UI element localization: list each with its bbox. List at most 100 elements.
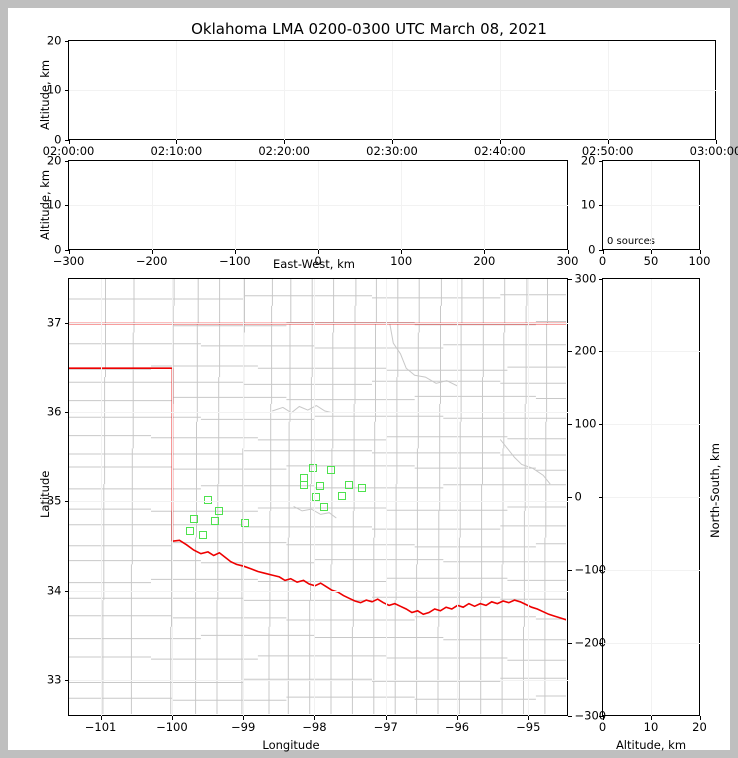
map-geometry (69, 279, 566, 714)
north-south-height-ytick (598, 642, 603, 644)
lma-source-marker (214, 507, 223, 516)
east-west-height-xtick (484, 249, 486, 254)
histogram-xticklabel: 50 (643, 253, 659, 268)
map-right-ytick (567, 278, 572, 280)
time-height-yticklabel: 20 (46, 32, 62, 47)
east-west-height-yticklabel: 0 (54, 241, 62, 256)
map-hgrid (68, 323, 568, 325)
map-right-ytick (567, 715, 572, 717)
map-xticklabel: −98 (302, 719, 327, 734)
time-height-xtick (176, 139, 178, 144)
histogram-xticklabel: 0 (598, 253, 607, 268)
east-west-height-xtick (68, 249, 70, 254)
north-south-height-hgrid (602, 424, 700, 426)
north-south-xlabel: Altitude, km (615, 738, 687, 752)
east-west-height-yticklabel: 10 (46, 197, 62, 212)
histogram-hgrid (602, 205, 700, 206)
east-west-height-ytick (64, 249, 69, 251)
east-west-height-xtick (318, 249, 319, 254)
north-south-height-ytick (598, 497, 603, 498)
north-south-ylabel: North-South, km (708, 443, 722, 538)
north-south-height-xticklabel: 0 (598, 719, 607, 734)
map-xtick (243, 715, 245, 720)
histogram-yticklabel: 20 (580, 152, 596, 167)
map-vgrid (314, 278, 316, 716)
time-height-xticklabel: 02:00:00 (42, 143, 95, 158)
map-ytick (64, 590, 69, 592)
map-right-yticklabel: −100 (574, 562, 607, 577)
map-vgrid (528, 278, 530, 716)
map-right-ytick (567, 424, 572, 426)
time-height-ytick (64, 40, 69, 42)
map-xticklabel: −97 (373, 719, 398, 734)
map-xticklabel: −100 (156, 719, 188, 734)
north-south-height-xtick (602, 715, 604, 720)
time-height-hgrid (68, 90, 716, 91)
lma-source-marker (311, 493, 320, 501)
map-xticklabel: −95 (516, 719, 541, 734)
histogram-yticklabel: 10 (580, 197, 596, 212)
east-west-height-hgrid (68, 205, 568, 206)
lma-source-marker (189, 515, 198, 524)
north-south-height-hgrid (602, 351, 700, 353)
east-west-xlabel: East-West, km (273, 257, 355, 271)
map-ytick (64, 679, 69, 681)
lma-source-marker (198, 531, 207, 540)
north-south-height-xtick (651, 715, 652, 720)
time-height-ytick (64, 90, 69, 91)
county-line-river (389, 323, 458, 387)
lma-source-marker (210, 517, 219, 526)
north-south-height-hgrid (602, 642, 700, 644)
lma-source-marker (299, 481, 308, 490)
time-height-xticklabel: 02:20:00 (258, 143, 310, 158)
map-xtick (457, 715, 458, 720)
time-height-xtick (715, 139, 717, 144)
time-height-xticklabel: 03:00:00 (689, 143, 738, 158)
time-height-xtick (392, 139, 393, 144)
map-xtick (528, 715, 530, 720)
map-right-yticklabel: 300 (574, 270, 597, 285)
lma-source-marker (344, 480, 353, 489)
source-count-annotation: 0 sources (607, 236, 655, 247)
lma-source-marker (319, 502, 328, 511)
histogram-xtick (699, 249, 701, 254)
east-west-height-xtick (234, 249, 236, 254)
map-xlabel: Longitude (262, 738, 320, 752)
map-hgrid (68, 412, 568, 414)
map-right-yticklabel: 0 (574, 489, 582, 504)
east-west-height-xtick (401, 249, 403, 254)
county-line-river (293, 505, 337, 519)
east-west-height-xticklabel: −100 (219, 253, 251, 268)
north-south-height-ytick (598, 424, 603, 426)
east-west-height-ytick (64, 160, 69, 162)
map-xtick (171, 715, 173, 720)
map-vgrid (100, 278, 102, 716)
time-height-xticklabel: 02:40:00 (474, 143, 526, 158)
plan-view-map-panel[interactable] (68, 278, 568, 716)
east-west-height-ytick (64, 205, 69, 206)
map-yticklabel: 37 (46, 315, 62, 330)
lma-source-marker (358, 484, 367, 493)
lma-source-marker (337, 492, 346, 501)
map-right-yticklabel: 100 (574, 416, 597, 431)
map-hgrid (68, 679, 568, 681)
east-west-height-xtick (567, 249, 569, 254)
map-right-yticklabel: −300 (574, 707, 607, 722)
histogram-xticklabel: 100 (688, 253, 711, 268)
map-right-yticklabel: 200 (574, 343, 597, 358)
map-hgrid (68, 501, 568, 503)
north-south-height-hgrid (602, 497, 700, 498)
lma-source-marker (326, 466, 335, 475)
map-hgrid (68, 590, 568, 592)
time-height-xtick (607, 139, 609, 144)
map-vgrid (243, 278, 245, 716)
time-height-yticklabel: 0 (54, 131, 62, 146)
north-south-height-ytick (598, 569, 603, 571)
map-yticklabel: 35 (46, 493, 62, 508)
north-south-height-ytick (598, 715, 603, 717)
map-xticklabel: −96 (444, 719, 470, 734)
east-west-height-xticklabel: 100 (390, 253, 413, 268)
county-line-river (499, 439, 551, 485)
map-xtick (385, 715, 387, 720)
time-height-ytick (64, 139, 69, 141)
